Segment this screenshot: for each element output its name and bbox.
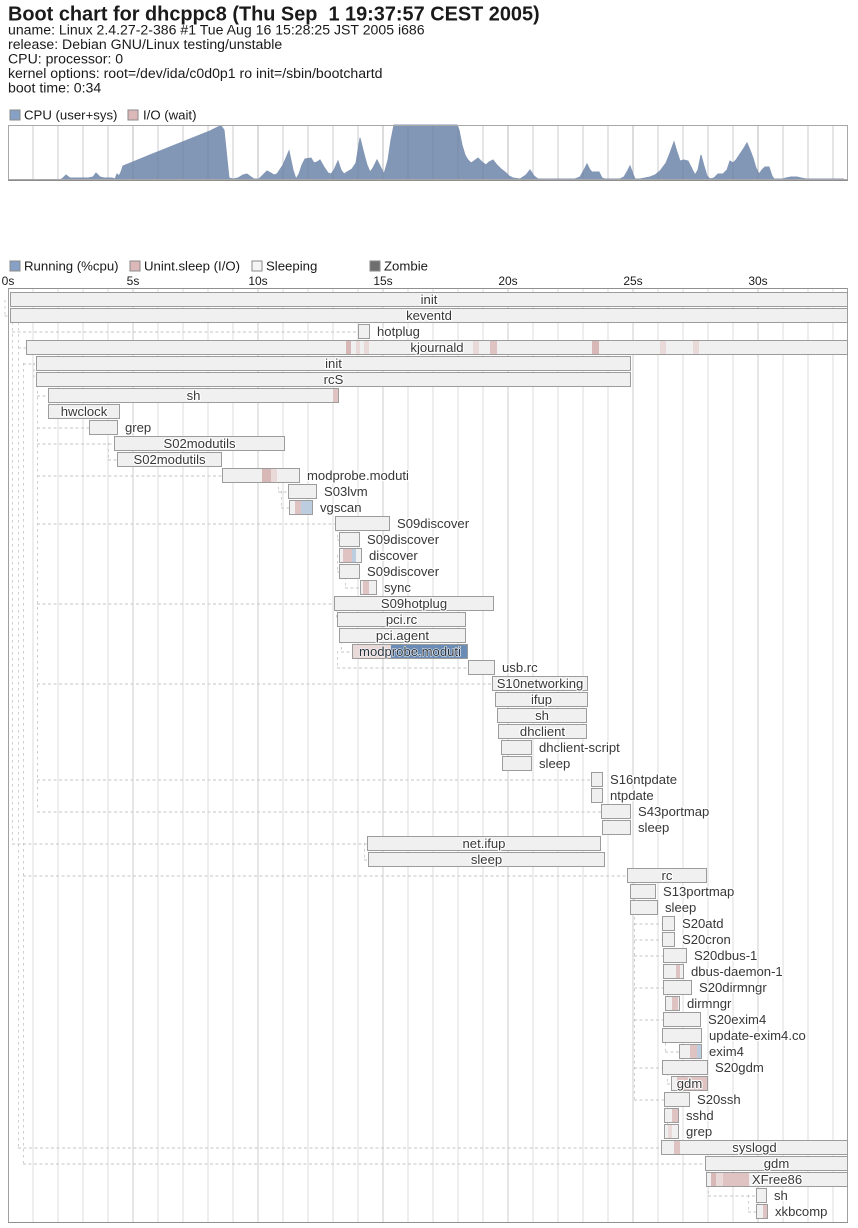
svg-text:hotplug: hotplug — [377, 324, 420, 339]
svg-text:sleep: sleep — [665, 900, 696, 915]
svg-text:Sleeping: Sleeping — [266, 259, 317, 274]
svg-text:init: init — [325, 356, 342, 371]
svg-text:sleep: sleep — [539, 756, 570, 771]
svg-text:uname: Linux 2.4.27-2-386 #1 T: uname: Linux 2.4.27-2-386 #1 Tue Aug 16 … — [8, 22, 425, 38]
svg-text:dirmngr: dirmngr — [687, 996, 732, 1011]
svg-text:S02modutils: S02modutils — [133, 452, 206, 467]
svg-text:30s: 30s — [748, 274, 767, 288]
svg-text:S43portmap: S43portmap — [638, 804, 709, 819]
svg-text:kernel options: root=/dev/ida/: kernel options: root=/dev/ida/c0d0p1 ro … — [8, 65, 383, 81]
svg-text:S09hotplug: S09hotplug — [381, 596, 447, 611]
svg-text:S20ssh: S20ssh — [697, 1092, 741, 1107]
svg-text:S02modutils: S02modutils — [163, 436, 236, 451]
svg-text:S20exim4: S20exim4 — [708, 1012, 766, 1027]
svg-text:S20dirmngr: S20dirmngr — [699, 980, 767, 995]
svg-text:sh: sh — [535, 708, 549, 723]
svg-text:S20dbus-1: S20dbus-1 — [694, 948, 757, 963]
svg-text:sh: sh — [774, 1188, 788, 1203]
svg-text:10s: 10s — [248, 274, 267, 288]
svg-text:xkbcomp: xkbcomp — [775, 1204, 827, 1219]
svg-text:15s: 15s — [373, 274, 392, 288]
svg-text:5s: 5s — [127, 274, 140, 288]
svg-text:dhclient-script: dhclient-script — [539, 740, 620, 755]
svg-text:S20cron: S20cron — [682, 932, 731, 947]
svg-text:S20atd: S20atd — [682, 916, 724, 931]
svg-text:Unint.sleep (I/O): Unint.sleep (I/O) — [144, 259, 240, 274]
svg-text:CPU: processor: 0: CPU: processor: 0 — [8, 51, 123, 67]
svg-text:rcS: rcS — [324, 372, 344, 387]
svg-text:CPU (user+sys): CPU (user+sys) — [24, 108, 117, 123]
svg-text:Boot chart for dhcppc8 (Thu Se: Boot chart for dhcppc8 (Thu Sep 1 19:37:… — [8, 4, 540, 26]
svg-text:25s: 25s — [623, 274, 642, 288]
svg-text:S10networking: S10networking — [497, 676, 584, 691]
svg-text:dhclient: dhclient — [520, 724, 565, 739]
svg-text:sshd: sshd — [686, 1108, 714, 1123]
svg-text:modprobe.moduti: modprobe.moduti — [307, 468, 409, 483]
svg-text:Zombie: Zombie — [384, 259, 428, 274]
svg-text:S20gdm: S20gdm — [715, 1060, 764, 1075]
svg-text:20s: 20s — [498, 274, 517, 288]
svg-text:pci.rc: pci.rc — [386, 612, 418, 627]
svg-text:S13portmap: S13portmap — [663, 884, 734, 899]
svg-text:discover: discover — [369, 548, 418, 563]
svg-text:net.ifup: net.ifup — [463, 836, 506, 851]
svg-text:modprobe.moduti: modprobe.moduti — [359, 644, 461, 659]
svg-text:sh: sh — [187, 388, 201, 403]
svg-text:usb.rc: usb.rc — [502, 660, 538, 675]
svg-text:Running (%cpu): Running (%cpu) — [24, 259, 119, 274]
svg-text:S09discover: S09discover — [367, 564, 440, 579]
svg-text:ntpdate: ntpdate — [610, 788, 654, 803]
svg-text:sleep: sleep — [638, 820, 669, 835]
svg-text:gdm: gdm — [677, 1076, 703, 1091]
svg-text:keventd: keventd — [406, 308, 452, 323]
svg-text:S09discover: S09discover — [367, 532, 440, 547]
svg-text:syslogd: syslogd — [732, 1140, 776, 1155]
svg-text:exim4: exim4 — [709, 1044, 744, 1059]
svg-text:grep: grep — [125, 420, 151, 435]
svg-text:hwclock: hwclock — [61, 404, 108, 419]
svg-text:ifup: ifup — [531, 692, 552, 707]
svg-text:sync: sync — [384, 580, 411, 595]
svg-text:rc: rc — [662, 868, 673, 883]
svg-text:update-exim4.co: update-exim4.co — [709, 1028, 806, 1043]
svg-text:kjournald: kjournald — [410, 340, 463, 355]
svg-text:release: Debian GNU/Linux test: release: Debian GNU/Linux testing/unstab… — [8, 36, 282, 52]
svg-text:S16ntpdate: S16ntpdate — [610, 772, 677, 787]
svg-text:S03lvm: S03lvm — [324, 484, 368, 499]
svg-text:dbus-daemon-1: dbus-daemon-1 — [691, 964, 783, 979]
svg-text:sleep: sleep — [471, 852, 502, 867]
svg-text:gdm: gdm — [764, 1156, 790, 1171]
svg-text:pci.agent: pci.agent — [376, 628, 430, 643]
svg-text:vgscan: vgscan — [320, 500, 362, 515]
svg-text:I/O (wait): I/O (wait) — [143, 108, 196, 123]
svg-text:grep: grep — [686, 1124, 712, 1139]
svg-text:boot time: 0:34: boot time: 0:34 — [8, 80, 101, 96]
svg-text:init: init — [421, 292, 438, 307]
svg-text:0s: 0s — [2, 274, 15, 288]
svg-text:XFree86: XFree86 — [752, 1172, 802, 1187]
svg-text:S09discover: S09discover — [397, 516, 470, 531]
